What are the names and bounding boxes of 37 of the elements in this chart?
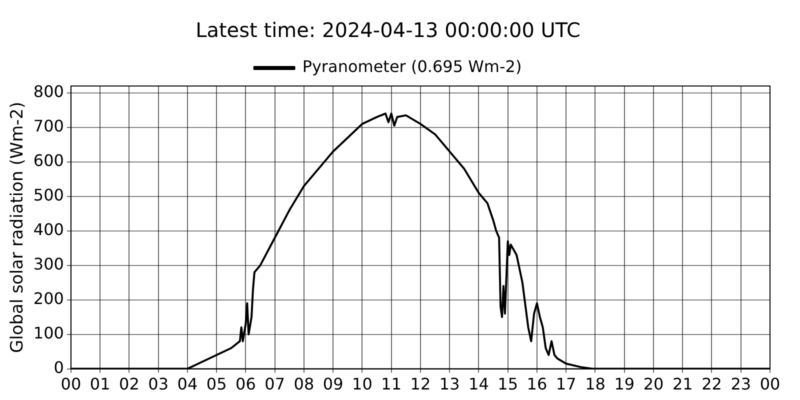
y-tick-label: 100 <box>33 323 64 342</box>
x-tick-label: 17 <box>556 374 576 394</box>
y-tick-label: 0 <box>54 358 64 377</box>
x-tick-label: 01 <box>90 374 110 394</box>
y-tick-label: 700 <box>33 116 64 136</box>
x-tick-label: 05 <box>206 374 227 394</box>
x-tick-label: 10 <box>352 374 372 394</box>
y-tick-label: 600 <box>33 151 64 170</box>
x-tick-label: 15 <box>498 374 518 394</box>
x-tick-label: 21 <box>672 374 693 394</box>
y-tick-label: 300 <box>33 254 64 274</box>
x-tick-label: 14 <box>468 374 489 394</box>
x-tick-label: 20 <box>643 374 664 394</box>
x-tick-label: 04 <box>177 374 198 394</box>
y-tick-label: 400 <box>33 220 64 240</box>
x-tick-label: 00 <box>60 374 82 394</box>
x-tick-label: 08 <box>294 374 314 394</box>
x-tick-label: 16 <box>526 374 548 394</box>
legend-label: Pyranometer (0.695 Wm-2) <box>302 57 522 76</box>
chart-title: Latest time: 2024-04-13 00:00:00 UTC <box>196 18 580 42</box>
x-tick-label: 02 <box>119 374 140 394</box>
y-tick-label: 500 <box>33 186 64 205</box>
x-tick-label: 13 <box>439 374 460 394</box>
y-tick-label: 800 <box>33 82 64 102</box>
x-tick-label: 23 <box>730 374 752 394</box>
x-tick-label: 00 <box>760 374 780 394</box>
x-tick-label: 18 <box>585 374 606 394</box>
x-tick-label: 03 <box>148 374 168 394</box>
x-tick-label: 22 <box>702 374 722 394</box>
x-tick-label: 11 <box>381 374 402 394</box>
y-tick-label: 200 <box>33 288 64 308</box>
y-axis-title: Global solar radiation (Wm-2) <box>8 102 28 354</box>
x-tick-label: 07 <box>264 374 286 394</box>
x-tick-label: 06 <box>236 374 256 394</box>
x-tick-label: 09 <box>322 374 344 394</box>
x-tick-label: 12 <box>410 374 431 394</box>
x-tick-label: 19 <box>614 374 635 394</box>
